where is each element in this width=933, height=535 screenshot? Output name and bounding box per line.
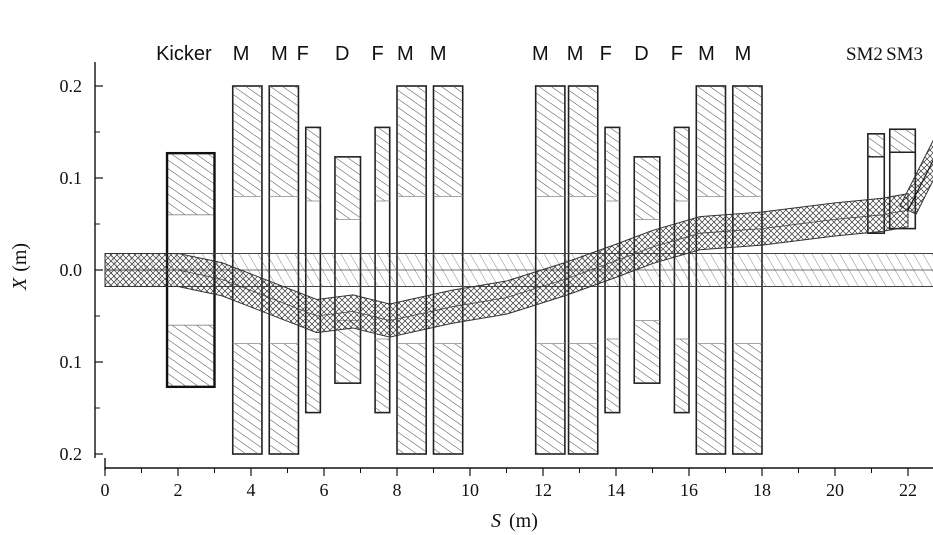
magnet-pole-top <box>270 87 298 197</box>
magnet-label-1: Kicker <box>156 43 212 65</box>
magnet-label-5: D <box>335 43 349 65</box>
magnet-pole-bottom <box>733 343 761 453</box>
magnet-label-16: SM2 <box>846 44 883 65</box>
y-tick-label: 0.2 <box>60 76 83 96</box>
extraction-arrow <box>907 159 933 211</box>
magnet-pole-bottom <box>233 343 261 453</box>
extraction-channel <box>899 139 933 215</box>
kicked-beam-envelope-centroid <box>105 209 909 322</box>
magnet-label-10: M <box>567 43 584 65</box>
kicked-beam-envelope <box>104 193 909 338</box>
magnet-pole-top <box>233 87 261 197</box>
x-tick-label: 0 <box>101 480 110 500</box>
magnet-pole-top <box>635 157 659 220</box>
magnet-pole-bottom <box>270 343 298 453</box>
magnet-label-11: F <box>600 43 612 65</box>
magnet-pole-bottom <box>606 339 619 412</box>
x-tick-label: 2 <box>174 480 183 500</box>
x-tick-label: 18 <box>753 480 771 500</box>
magnet-pole-bottom <box>335 320 360 383</box>
septum-hatch <box>868 134 884 158</box>
magnet-pole-top <box>569 87 597 197</box>
magnet-pole-bottom <box>306 339 320 412</box>
x-tick-label: 16 <box>680 480 698 500</box>
magnet-label-8: M <box>430 43 447 65</box>
magnet-pole-top <box>398 87 426 197</box>
y-tick-label: 0.0 <box>60 260 83 280</box>
magnet-label-3: M <box>271 43 288 65</box>
magnet-pole-bottom <box>398 343 426 453</box>
magnet-pole-top <box>733 87 761 197</box>
x-axis-title: S (m) <box>491 510 538 532</box>
magnet-6 <box>374 126 391 414</box>
magnet-pole-top <box>697 87 725 197</box>
x-tick-label: 6 <box>320 480 329 500</box>
magnet-pole-bottom <box>536 343 564 453</box>
magnet-pole-bottom <box>434 343 462 453</box>
magnet-label-14: M <box>698 43 715 65</box>
magnet-pole-bottom <box>697 343 725 453</box>
magnet-label-2: M <box>233 43 250 65</box>
magnet-pole-top <box>536 87 564 197</box>
x-axis-ticks: 0 2 4 6 8 10 12 14 16 18 20 22 <box>101 468 917 500</box>
x-tick-label: 4 <box>247 480 256 500</box>
x-tick-label: 8 <box>393 480 402 500</box>
magnet-pole-bottom <box>569 343 597 453</box>
x-tick-label: 20 <box>826 480 844 500</box>
magnet-pole-top <box>306 128 320 201</box>
y-axis-ticks: 0.2 0.1 0.0 0.1 0.2 <box>60 76 103 464</box>
magnet-pole-top <box>675 128 688 201</box>
x-tick-label: 22 <box>899 480 917 500</box>
magnet-label-13: F <box>671 43 683 65</box>
magnet-label-15: M <box>735 43 752 65</box>
magnet-pole-top <box>376 128 389 201</box>
magnet-pole-top <box>168 154 214 215</box>
magnet-pole-top <box>606 128 619 201</box>
x-tick-label: 10 <box>461 480 479 500</box>
magnet-labels: Kicker M M F D F M M M M F D F M M SM2 SM3 <box>156 43 923 65</box>
magnet-label-7: M <box>397 43 414 65</box>
magnet-pole-bottom <box>675 339 688 412</box>
magnet-pole-top <box>335 157 360 220</box>
y-tick-label: 0.1 <box>60 352 83 372</box>
magnet-pole-bottom <box>376 339 389 412</box>
magnet-pole-top <box>434 87 462 197</box>
magnet-pole-bottom <box>168 325 214 386</box>
y-tick-label: 0.2 <box>60 444 83 464</box>
beam-envelopes <box>104 139 933 338</box>
magnet-pole-bottom <box>635 320 659 383</box>
y-axis-title: X(m) <box>9 243 31 291</box>
magnet-label-12: D <box>634 43 648 65</box>
septum-hatch <box>890 130 915 154</box>
y-tick-label: 0.1 <box>60 168 83 188</box>
magnet-label-17: SM3 <box>886 44 923 65</box>
magnet-label-4: F <box>297 43 309 65</box>
magnet-label-9: M <box>532 43 549 65</box>
magnet-label-6: F <box>371 43 383 65</box>
x-tick-label: 12 <box>534 480 552 500</box>
x-tick-label: 14 <box>607 480 625 500</box>
